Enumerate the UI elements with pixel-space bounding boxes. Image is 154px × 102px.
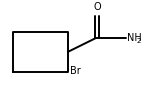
Text: 2: 2 <box>136 38 141 44</box>
Text: NH: NH <box>127 33 142 43</box>
Text: O: O <box>93 2 101 12</box>
Text: Br: Br <box>70 66 81 76</box>
